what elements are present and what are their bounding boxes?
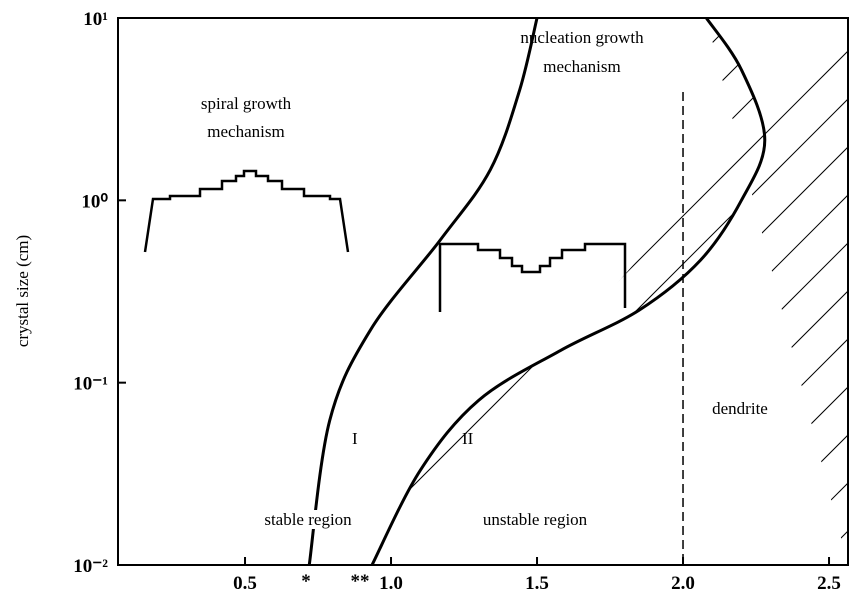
- label-bg: [479, 510, 591, 529]
- hatch-line: [372, 18, 647, 565]
- curve: [370, 18, 767, 565]
- hatch-line: [0, 0, 214, 565]
- y-tick-label: 10⁰: [81, 191, 108, 212]
- label-bg: [709, 399, 771, 418]
- curve-label: I: [352, 429, 358, 448]
- curve: [307, 18, 539, 565]
- annotation: **: [351, 571, 370, 592]
- hatch: [0, 0, 848, 565]
- x-tick-label: 1.5: [525, 573, 549, 594]
- hatch-line: [381, 18, 848, 565]
- label-bg: [261, 510, 356, 529]
- hatch-line: [372, 18, 551, 565]
- hatch-line: [372, 18, 695, 565]
- hatch-line: [0, 0, 358, 565]
- hatch-line: [372, 18, 791, 565]
- annotation: spiral growth: [201, 94, 292, 113]
- y-tick-label: 10¹: [83, 9, 108, 30]
- hatch-line: [372, 18, 455, 565]
- spiral-profile: [143, 169, 350, 253]
- annotation: mechanism: [207, 122, 284, 141]
- hatch-line: [372, 18, 503, 565]
- hatch-line: [477, 18, 848, 565]
- annotation: dendrite: [712, 399, 768, 418]
- x-tick-label: 2.0: [671, 573, 695, 594]
- hatch-line: [372, 18, 848, 565]
- hatch-line: [525, 18, 848, 565]
- hatch-line: [0, 0, 310, 565]
- x-tick-label: 2.5: [817, 573, 841, 594]
- annotation: stable region: [264, 510, 352, 529]
- hatch-line: [573, 18, 848, 565]
- hatch-line: [372, 18, 848, 565]
- hatch-line: [765, 18, 848, 565]
- plot-frame: [117, 17, 849, 566]
- y-tick-label: 10⁻¹: [73, 374, 108, 395]
- x-tick-label: 0.5: [233, 573, 257, 594]
- hatch-line: [669, 18, 848, 565]
- y-axis-label: crystal size (cm): [13, 235, 32, 347]
- y-tick-label: 10⁻²: [73, 556, 108, 577]
- hatch-line: [372, 18, 599, 565]
- annotation: mechanism: [543, 57, 620, 76]
- x-tick-label: 1.0: [379, 573, 403, 594]
- hatch-line: [717, 18, 848, 565]
- hatch-line: [621, 18, 848, 565]
- hatch-line: [372, 18, 743, 565]
- nucleation-profile: [438, 242, 627, 312]
- annotation: nucleation growth: [520, 28, 644, 47]
- curve-label: II: [462, 429, 474, 448]
- annotation: unstable region: [483, 510, 588, 529]
- annotation: *: [301, 571, 311, 592]
- hatch-line: [0, 0, 262, 565]
- hatch-line: [429, 18, 848, 565]
- hatch-line: [372, 18, 407, 565]
